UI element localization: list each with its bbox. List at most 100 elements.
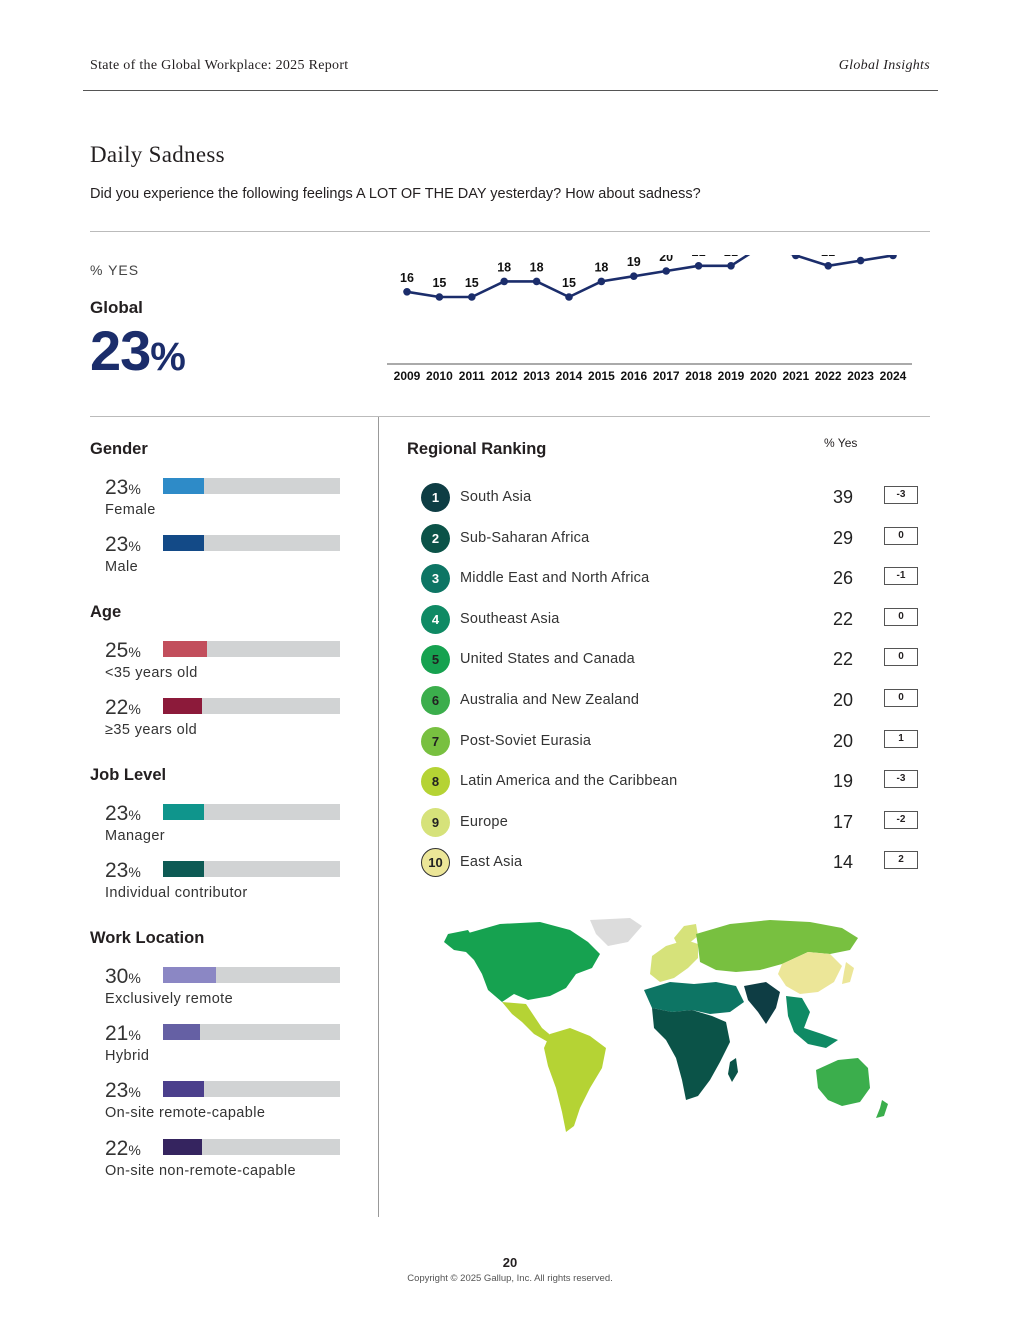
stat-bar-fill (163, 1024, 201, 1040)
stat-bar-fill (163, 1081, 204, 1097)
map-sub-saharan-africa (652, 1008, 730, 1100)
stat-unit: % (128, 864, 141, 880)
stat-unit: % (128, 644, 141, 660)
stat-label: Male (105, 559, 139, 575)
region-name: Post-Soviet Eurasia (460, 732, 592, 749)
x-tick-label: 2022 (815, 369, 842, 383)
region-value: 26 (833, 568, 854, 589)
stat-number: 23 (105, 859, 129, 882)
stat-bar (163, 1024, 340, 1040)
rank-badge: 9 (421, 807, 450, 837)
region-name: South Asia (460, 489, 532, 505)
stat-bar (163, 641, 340, 657)
data-point (630, 272, 638, 280)
rank-change-badge: -2 (884, 810, 918, 829)
x-tick-label: 2018 (685, 369, 712, 383)
stat-number: 22 (105, 696, 129, 719)
rank-change-badge: -3 (884, 770, 918, 789)
data-point (792, 255, 800, 260)
rank-badge: 10 (421, 848, 450, 878)
data-point (597, 277, 606, 286)
data-point (468, 293, 476, 301)
series-line (406, 255, 894, 299)
stat-value: 23% (105, 476, 141, 500)
trend-line-chart: 16 2009 15 2010 15 2011 18 2012 18 2013 15 2014 18 20… (387, 255, 912, 383)
stat-unit: % (128, 481, 141, 497)
map-japan (842, 962, 854, 984)
region-name: Europe (460, 813, 508, 830)
regional-ranking-title: Regional Ranking (407, 440, 547, 458)
survey-question: Did you experience the following feeling… (90, 186, 701, 202)
stat-bar (163, 861, 340, 877)
x-tick-label: 2015 (588, 369, 615, 383)
rank-badge: 7 (421, 726, 450, 756)
data-point (727, 262, 735, 270)
x-tick-label: 2013 (523, 369, 550, 383)
x-tick-label: 2016 (620, 369, 647, 383)
ranking-row: 7 Post-Soviet Eurasia 20 1 (421, 726, 921, 757)
stat-bar (163, 535, 340, 551)
stat-number: 23 (105, 533, 129, 556)
ranking-row: 9 Europe 17 -2 (421, 807, 921, 838)
ranking-row: 8 Latin America and the Caribbean 19 -3 (421, 767, 921, 797)
data-label: 15 (465, 276, 479, 290)
stat-number: 30 (105, 965, 129, 988)
stat-label: On-site remote-capable (105, 1105, 266, 1121)
x-tick-label: 2014 (556, 369, 583, 383)
region-value: 29 (833, 527, 854, 548)
rank-change-badge: 0 (884, 526, 918, 545)
ranking-row: 4 Southeast Asia 22 0 (421, 604, 921, 635)
map-new-zealand (876, 1100, 888, 1118)
region-name: Middle East and North Africa (460, 570, 650, 587)
rank-badge: 3 (421, 564, 450, 594)
region-value: 39 (833, 487, 854, 507)
map-alaska (444, 930, 476, 952)
map-southeast-asia (786, 996, 838, 1048)
stat-value: 22% (105, 1137, 141, 1161)
stat-bar (163, 1139, 340, 1155)
map-south-america (544, 1028, 606, 1132)
x-tick-label: 2012 (491, 369, 518, 383)
rank-change-badge: 0 (884, 648, 918, 667)
stat-value: 23% (105, 533, 141, 557)
region-name: Australia and New Zealand (460, 692, 640, 708)
rank-change-badge: 2 (884, 851, 918, 870)
stat-value: 21% (105, 1022, 141, 1046)
map-madagascar (728, 1058, 738, 1082)
stat-item: 21% Hybrid (105, 1022, 345, 1068)
data-label: 18 (594, 260, 608, 274)
x-tick-label: 2010 (426, 369, 453, 383)
data-label: 19 (627, 255, 641, 269)
x-tick-label: 2017 (653, 369, 680, 383)
data-label: 15 (562, 276, 576, 290)
stat-number: 23 (105, 802, 129, 825)
region-value: 22 (833, 608, 854, 629)
stat-label: Manager (105, 828, 166, 844)
stat-item: 23% Male (105, 533, 345, 579)
global-unit: % (150, 335, 186, 379)
stat-bar (163, 1081, 340, 1097)
stat-unit: % (128, 538, 141, 554)
copyright: Copyright © 2025 Gallup, Inc. All rights… (407, 1273, 613, 1284)
stat-bar-fill (163, 861, 204, 877)
pct-yes-column-header: % Yes (824, 436, 858, 450)
map-south-asia (744, 982, 780, 1024)
stat-number: 23 (105, 1079, 129, 1102)
stat-bar (163, 967, 340, 983)
data-point (565, 293, 573, 301)
ranking-row: 2 Sub-Saharan Africa 29 0 (421, 523, 921, 554)
stat-value: 25% (105, 639, 141, 663)
x-tick-label: 2020 (750, 369, 777, 383)
rank-change-badge: -3 (884, 486, 918, 504)
ranking-row: 10 East Asia 14 2 (421, 848, 921, 878)
stat-unit: % (128, 807, 141, 823)
stat-item: 25% <35 years old (105, 639, 345, 685)
global-number: 23 (90, 319, 151, 382)
pct-yes-label: % YES (90, 262, 140, 278)
stat-number: 23 (105, 476, 129, 499)
data-point (824, 262, 832, 270)
data-label: 16 (400, 271, 414, 285)
world-map (444, 918, 888, 1132)
map-central-america (502, 1002, 554, 1042)
stat-unit: % (128, 1142, 141, 1158)
